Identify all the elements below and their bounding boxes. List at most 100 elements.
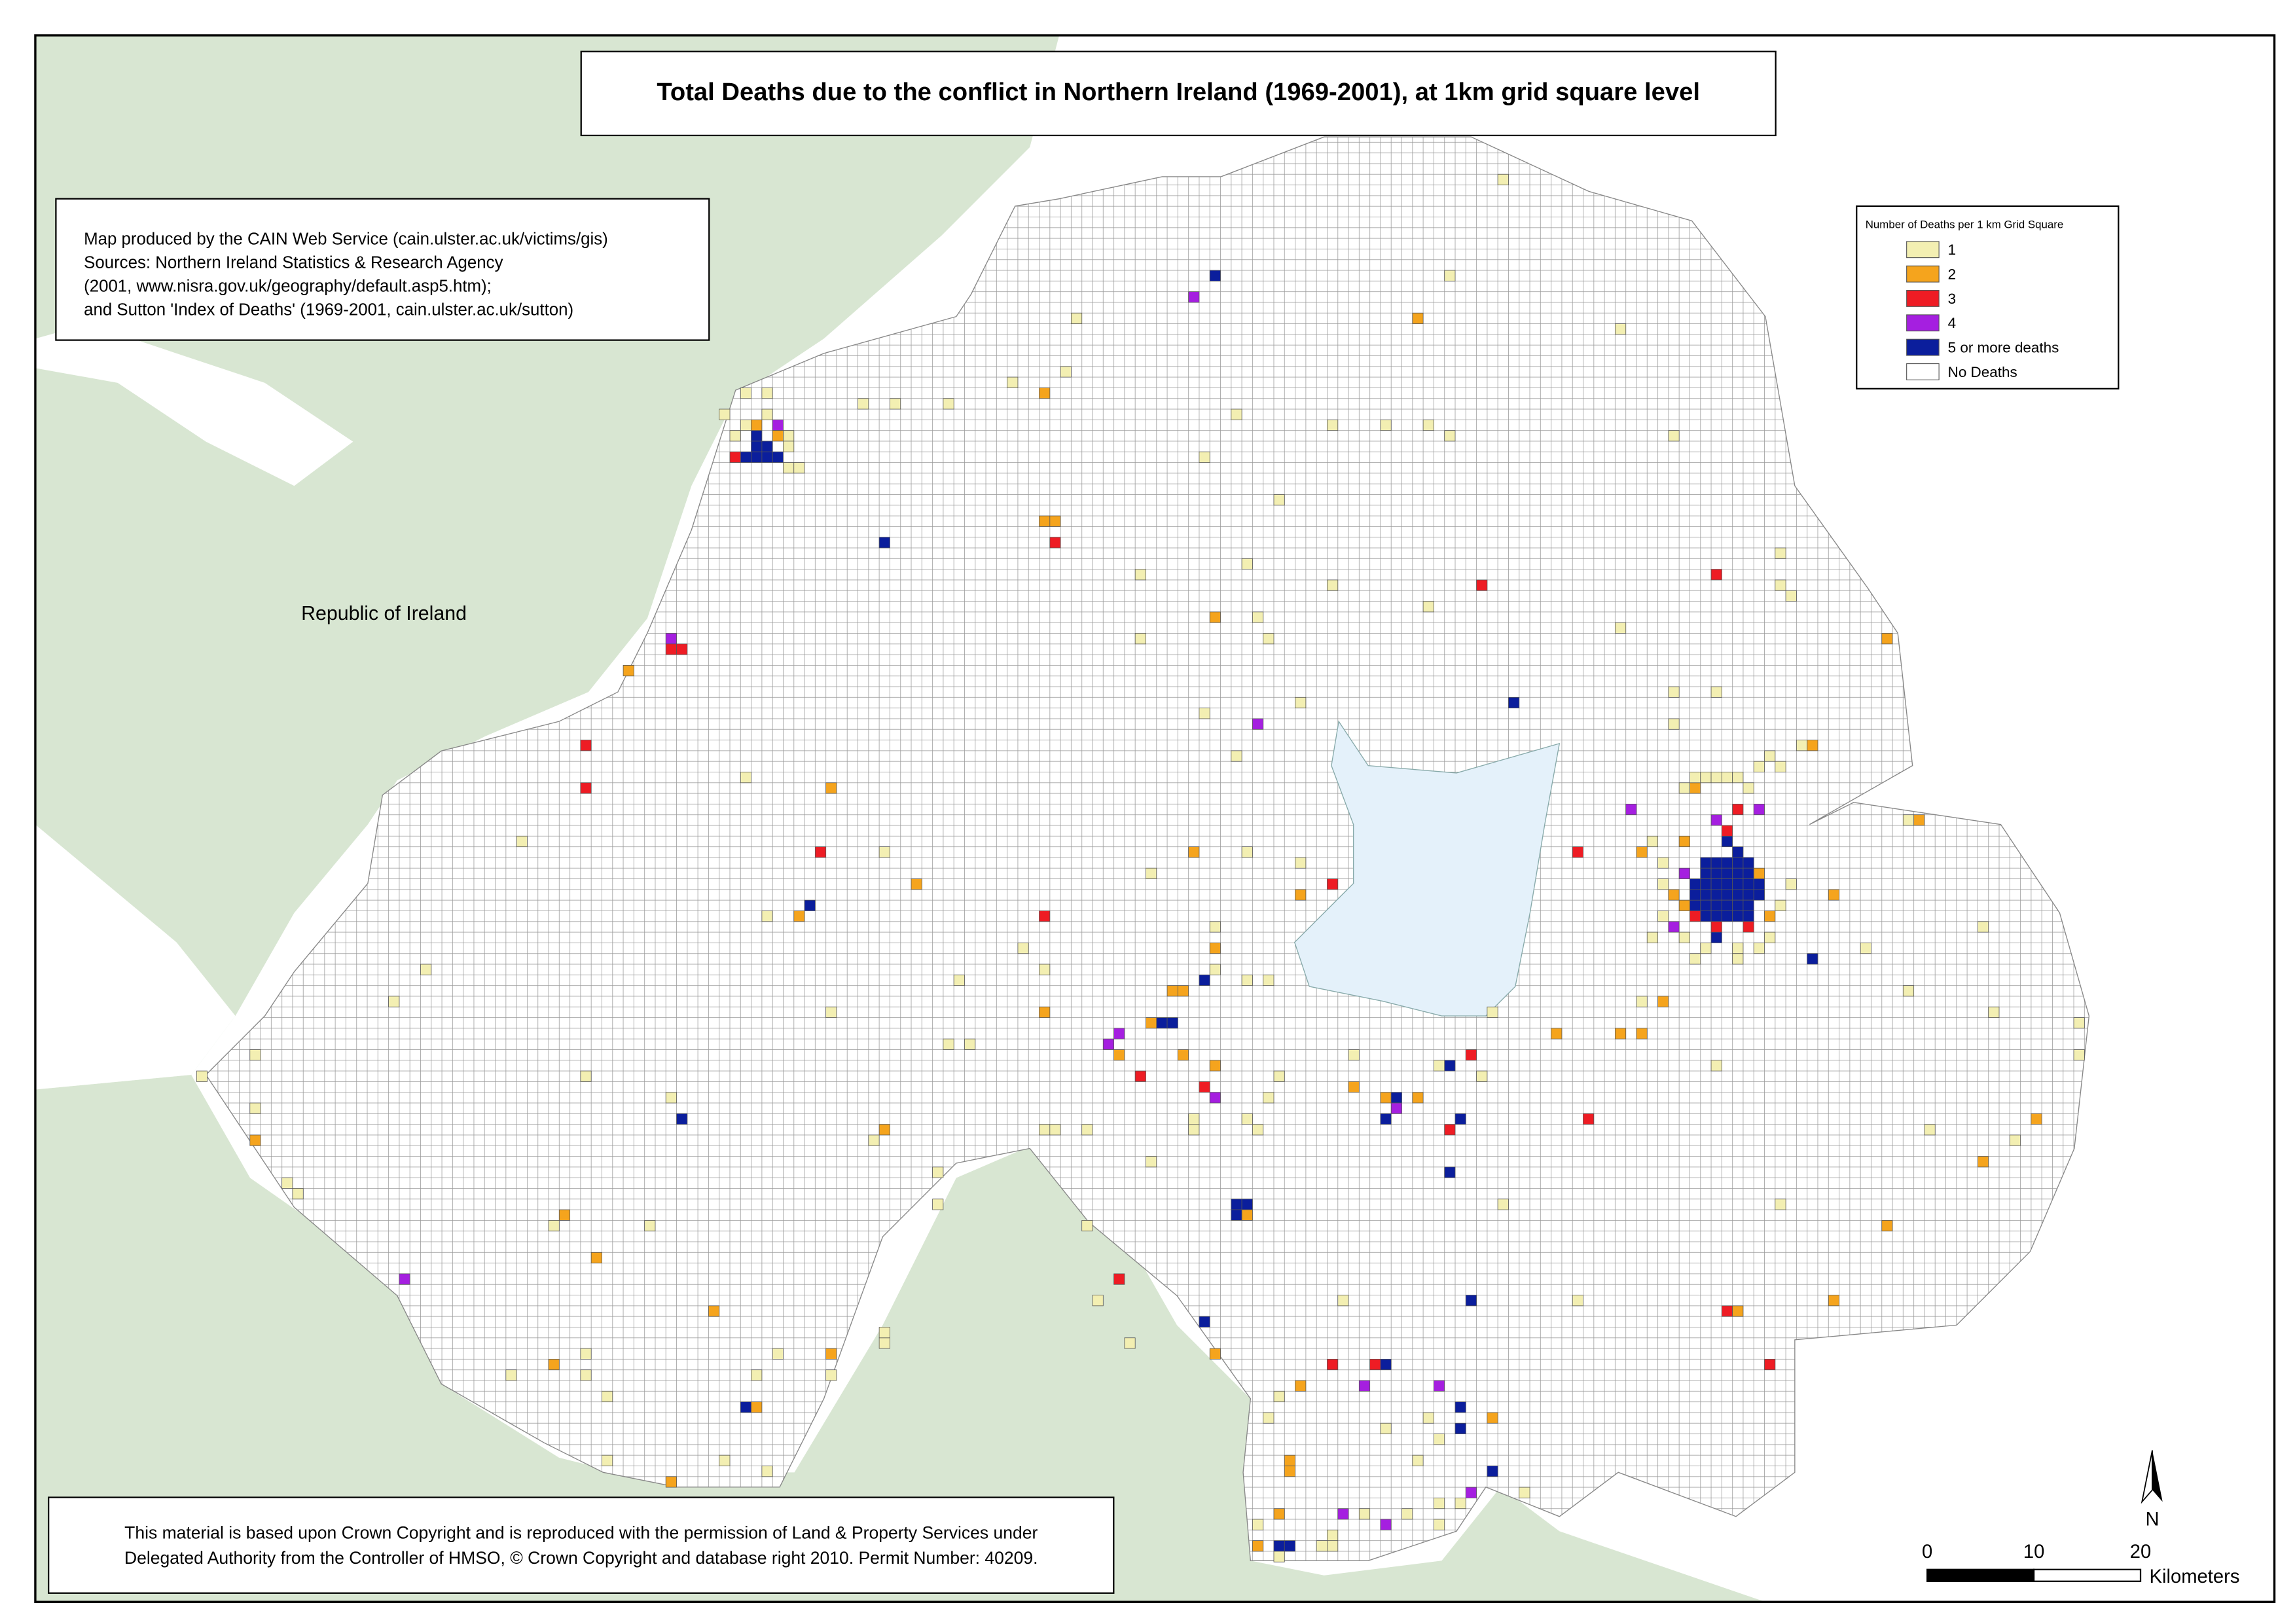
grid-cell	[665, 1476, 677, 1488]
grid-cell	[1146, 867, 1157, 879]
grid-cell	[1209, 1092, 1221, 1104]
grid-cell	[1732, 953, 1744, 965]
northern-ireland-grid	[205, 136, 2090, 1561]
grid-cell	[1049, 1124, 1061, 1136]
grid-cell	[1807, 740, 1818, 751]
grid-cell	[740, 1401, 751, 1413]
grid-cell	[1690, 889, 1701, 901]
grid-cell	[1678, 899, 1690, 911]
grid-cell	[1455, 1498, 1466, 1509]
grid-cell	[676, 643, 688, 655]
grid-cell	[1690, 772, 1701, 784]
grid-cell	[1380, 1092, 1392, 1104]
grid-cell	[1678, 835, 1690, 848]
grid-cell	[1753, 889, 1765, 901]
grid-cell	[964, 1038, 976, 1050]
grid-cell	[1710, 569, 1722, 581]
legend-swatch	[1906, 290, 1940, 307]
grid-cell	[1775, 579, 1786, 591]
grid-cell	[751, 1401, 763, 1413]
grid-cell	[1434, 1380, 1445, 1392]
grid-cell	[1241, 1209, 1253, 1221]
grid-cell	[1455, 1422, 1466, 1434]
grid-cell	[1710, 867, 1722, 879]
grid-cell	[729, 430, 741, 442]
grid-cell	[1978, 1156, 1989, 1168]
grid-cell	[1049, 515, 1061, 527]
legend-label: No Deaths	[1948, 364, 2017, 380]
grid-cell	[1721, 825, 1733, 837]
grid-cell	[1732, 899, 1744, 911]
grid-cell	[1380, 1359, 1392, 1371]
grid-cell	[1166, 985, 1178, 997]
scale-label: 0	[1922, 1542, 1932, 1562]
grid-cell	[772, 419, 784, 431]
grid-cell	[196, 1070, 208, 1082]
grid-cell	[1743, 889, 1754, 901]
grid-cell	[1721, 911, 1733, 922]
grid-cell	[1775, 547, 1786, 559]
grid-cell	[1551, 1028, 1563, 1039]
grid-cell	[1422, 419, 1434, 431]
grid-cell	[1924, 1124, 1936, 1136]
grid-cell	[548, 1220, 560, 1232]
grid-cell	[1732, 878, 1744, 890]
grid-cell	[1860, 943, 1871, 954]
grid-cell	[1732, 857, 1744, 869]
grid-cell	[1902, 814, 1915, 826]
grid-cell	[1678, 867, 1690, 879]
copyright-line: Delegated Authority from the Controller …	[124, 1548, 1038, 1568]
grid-cell	[1263, 1092, 1274, 1104]
grid-cell	[1273, 1540, 1285, 1552]
grid-cell	[1913, 814, 1925, 826]
grid-cell	[1231, 1199, 1242, 1210]
grid-cell	[1646, 931, 1658, 943]
grid-cell	[1508, 696, 1520, 709]
grid-cell	[1380, 419, 1392, 431]
grid-cell	[1881, 633, 1893, 645]
grid-cell	[249, 1049, 261, 1061]
grid-cell	[1732, 846, 1744, 858]
grid-cell	[953, 974, 965, 986]
grid-cell	[825, 1348, 837, 1360]
grid-cell	[1572, 846, 1583, 858]
grid-cell	[1444, 1060, 1456, 1072]
grid-cell	[1657, 911, 1669, 922]
grid-cell	[1700, 889, 1712, 901]
grid-cell	[729, 451, 741, 463]
grid-cell	[751, 441, 763, 452]
grid-cell	[1497, 173, 1509, 185]
grid-cell	[1721, 857, 1733, 869]
grid-cell	[772, 451, 784, 463]
grid-cell	[1327, 1529, 1339, 1542]
grid-cell	[1177, 985, 1189, 997]
grid-cell	[1978, 921, 1989, 933]
grid-cell	[1017, 943, 1029, 954]
grid-cell	[420, 964, 432, 975]
grid-cell	[1988, 1006, 2000, 1018]
grid-cell	[1710, 899, 1722, 911]
cells	[196, 173, 2085, 1562]
grid-cell	[1049, 537, 1061, 549]
grid-cell	[1092, 1295, 1104, 1307]
grid-cell	[1199, 451, 1210, 463]
info-line: (2001, www.nisra.gov.uk/geography/defaul…	[84, 277, 492, 295]
grid-cell	[1721, 867, 1733, 879]
grid-cell	[1071, 312, 1083, 324]
scale-unit: Kilometers	[2150, 1566, 2240, 1587]
grid-cell	[1327, 419, 1339, 431]
grid-cell	[1700, 911, 1712, 922]
grid-cell	[1146, 1017, 1157, 1029]
grid-cell	[1113, 1028, 1125, 1039]
grid-cell	[1743, 911, 1754, 922]
grid-cell	[761, 408, 773, 420]
grid-cell	[1710, 857, 1722, 869]
grid-cell	[868, 1134, 880, 1146]
grid-cell	[1390, 1102, 1402, 1114]
grid-cell	[878, 1124, 890, 1136]
grid-cell	[740, 451, 751, 463]
grid-cell	[1732, 1305, 1744, 1317]
grid-cell	[1828, 1295, 1839, 1307]
grid-cell	[911, 878, 922, 890]
legend: Number of Deaths per 1 km Grid Square 1 2…	[1856, 205, 2120, 389]
